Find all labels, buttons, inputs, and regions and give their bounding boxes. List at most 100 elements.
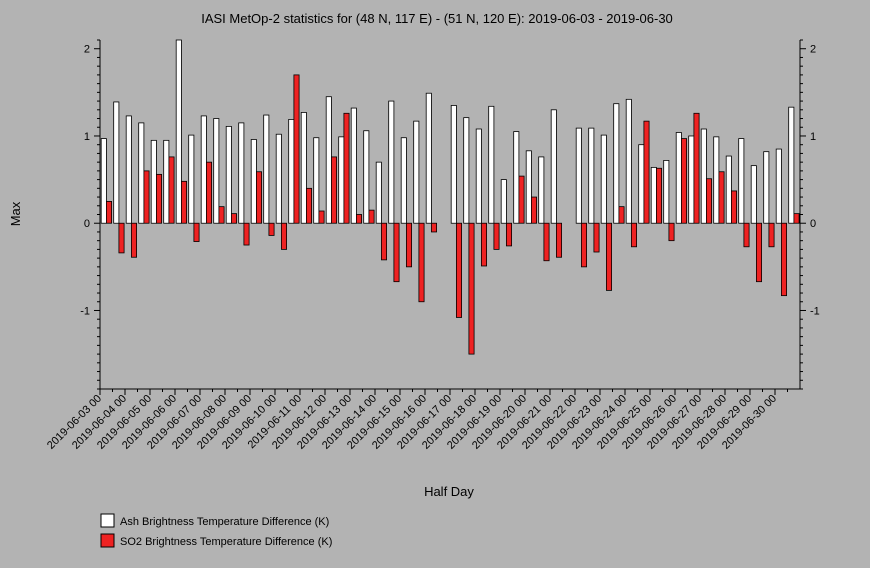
y-tick-label: -1 [80,305,90,317]
legend-label-ash: Ash Brightness Temperature Difference (K… [120,516,329,528]
so2-bar-4 [155,173,162,224]
so2-bar-42 [631,222,638,248]
ash-bar-14 [275,133,282,224]
so2-bar-5 [168,156,175,224]
ash-bar-24 [400,137,407,224]
so2-bar-52 [756,222,763,283]
ash-bar-18 [325,96,332,224]
so2-bar-12 [255,171,262,224]
ash-bar-44 [650,166,657,224]
bars-group [100,39,800,355]
so2-bar-32 [505,222,512,247]
ash-bar-54 [775,148,782,224]
ash-bar-49 [713,136,720,224]
ash-bar-32 [500,179,507,224]
so2-bar-41 [618,206,625,224]
ash-bar-35 [538,156,545,224]
ash-bar-6 [175,39,182,224]
so2-bar-21 [368,209,375,224]
ash-bar-55 [788,106,795,224]
ash-bar-0 [100,138,107,224]
y-tick-label: 1 [84,131,90,143]
ash-bar-9 [213,118,220,224]
so2-bar-31 [493,222,500,250]
ash-bar-15 [288,119,295,224]
ash-bar-8 [200,115,207,224]
so2-bar-15 [293,74,300,224]
so2-bar-29 [468,222,475,355]
ash-bar-2 [125,115,132,224]
y-axis-label: Max [8,201,23,226]
ash-bar-20 [350,107,357,224]
ash-bar-45 [663,160,670,224]
ash-bar-16 [300,112,307,224]
so2-bar-54 [781,222,788,297]
so2-bar-40 [606,222,613,291]
so2-bar-25 [418,222,425,303]
so2-bar-30 [480,222,487,267]
so2-bar-3 [143,170,150,224]
ash-bar-22 [375,161,382,224]
y-tick-label-right: 1 [810,131,816,143]
so2-bar-43 [643,120,650,224]
y-tick-label-right: -1 [810,305,820,317]
so2-bar-0 [106,201,113,224]
ash-bar-36 [550,109,557,224]
so2-bar-45 [668,222,675,242]
so2-bar-8 [205,161,212,224]
ash-bar-26 [425,92,432,224]
so2-bar-19 [343,112,350,224]
ash-bar-53 [763,151,770,224]
chart-title: IASI MetOp-2 statistics for (48 N, 117 E… [201,11,673,26]
ash-bar-5 [163,139,170,224]
so2-bar-7 [193,222,200,242]
so2-bar-6 [180,180,187,224]
ash-bar-48 [700,128,707,224]
ash-bar-19 [338,136,345,224]
so2-bar-14 [280,222,287,250]
so2-bar-16 [305,187,312,224]
so2-bar-28 [455,222,462,318]
y-tick-label-right: 0 [810,218,816,230]
so2-bar-50 [731,190,738,224]
ash-bar-52 [750,165,757,224]
ash-bar-23 [388,100,395,224]
ash-bar-50 [725,155,732,224]
so2-bar-44 [656,167,663,224]
so2-bar-46 [681,138,688,224]
so2-bar-51 [743,222,750,248]
so2-bar-17 [318,210,325,224]
so2-bar-2 [130,222,137,258]
ash-bar-40 [600,134,607,224]
legend-swatch-ash [100,513,115,528]
ash-bar-21 [363,130,370,224]
ash-bar-33 [513,131,520,224]
so2-bar-47 [693,112,700,224]
ash-bar-38 [575,127,582,224]
ash-bar-12 [250,139,257,224]
so2-bar-20 [355,214,362,224]
so2-bar-48 [706,178,713,224]
ash-bar-17 [313,137,320,224]
so2-bar-24 [405,222,412,268]
so2-bar-23 [393,222,400,283]
so2-bar-9 [218,206,225,224]
so2-bar-10 [230,213,237,224]
ash-bar-4 [150,139,157,224]
y-tick-label: 0 [84,218,90,230]
so2-bar-22 [380,222,387,261]
ash-bar-51 [738,138,745,224]
so2-bar-36 [556,222,563,258]
so2-bar-39 [593,222,600,253]
ash-bar-41 [613,103,620,224]
ash-bar-3 [138,122,145,224]
y-tick-label: 2 [84,44,90,56]
ash-bar-30 [475,128,482,224]
ash-bar-11 [238,122,245,224]
ash-bar-10 [225,125,232,224]
ash-bar-39 [588,127,595,224]
so2-bar-33 [518,175,525,224]
